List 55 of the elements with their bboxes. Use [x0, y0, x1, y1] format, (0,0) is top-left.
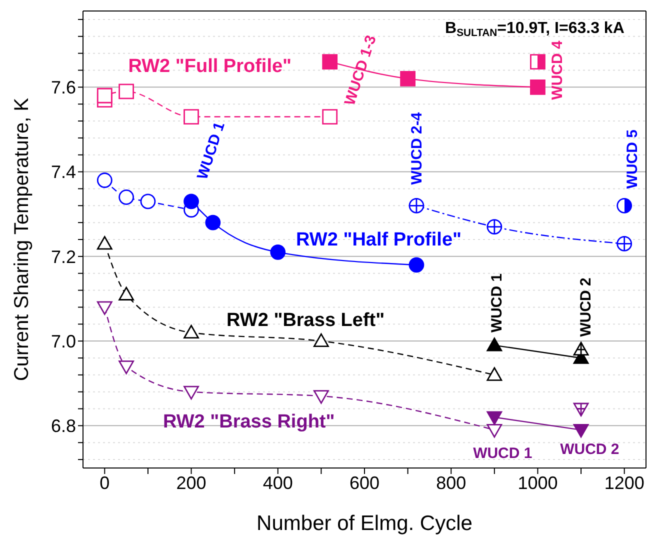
point — [205, 214, 221, 230]
x-tick-label: 200 — [176, 472, 206, 493]
y-tick-label: 7.6 — [50, 78, 76, 98]
point — [96, 88, 112, 104]
x-tick-label: 0 — [100, 472, 110, 493]
point — [184, 109, 199, 124]
annotation: WUCD 1 — [194, 120, 228, 182]
point — [486, 424, 502, 438]
point — [408, 257, 424, 273]
x-tick-label: 1200 — [604, 472, 644, 493]
point — [573, 402, 589, 416]
point — [118, 190, 134, 205]
point — [530, 79, 546, 95]
point — [270, 244, 286, 260]
x-axis-title: Number of Elmg. Cycle — [256, 512, 472, 535]
annotation: B$_{SULTAN}$=10.9T, I=63.3 kA — [445, 19, 625, 39]
y-tick-label: 7.4 — [50, 162, 76, 182]
x-tick-label: 400 — [262, 472, 293, 493]
point — [96, 236, 112, 250]
point — [322, 109, 338, 124]
annotation: WUCD 1-3 — [340, 33, 380, 108]
point — [184, 386, 199, 400]
series-label: RW2 "Brass Right" — [162, 410, 335, 432]
y-axis-title: Current Sharing Temperature, K — [11, 97, 33, 382]
annotation: WUCD 1 — [488, 273, 506, 333]
point — [313, 333, 329, 348]
point — [616, 198, 632, 214]
point — [140, 194, 156, 210]
point — [313, 390, 329, 404]
series-label: RW2 "Full Profile" — [128, 56, 292, 77]
point — [486, 367, 502, 381]
y-tick-label: 6.8 — [50, 416, 76, 436]
annotation: WUCD 2-4 — [408, 112, 425, 185]
point — [118, 360, 134, 374]
x-tick-label: 800 — [436, 472, 466, 493]
point — [184, 194, 199, 210]
text: RW2 "Half Profile" — [296, 229, 462, 250]
point — [184, 324, 199, 339]
annotation: WUCD 4 — [548, 40, 566, 100]
point — [322, 54, 338, 70]
annotation: WUCD 1 — [473, 444, 532, 462]
x-tick-label: 600 — [349, 472, 380, 493]
point — [118, 286, 134, 300]
annotation: WUCD 5 — [624, 130, 641, 189]
point — [96, 301, 112, 315]
point — [400, 71, 416, 86]
annotation: WUCD 2 — [560, 440, 620, 458]
point — [530, 54, 546, 70]
x-tick-label: 1000 — [518, 472, 558, 493]
annotation: WUCD 2 — [576, 278, 594, 337]
series-label: RW2 "Brass Left" — [226, 309, 385, 330]
point — [96, 172, 112, 188]
y-tick-label: 7.2 — [50, 246, 76, 267]
y-tick-label: 7.0 — [50, 331, 76, 352]
point — [118, 84, 134, 100]
